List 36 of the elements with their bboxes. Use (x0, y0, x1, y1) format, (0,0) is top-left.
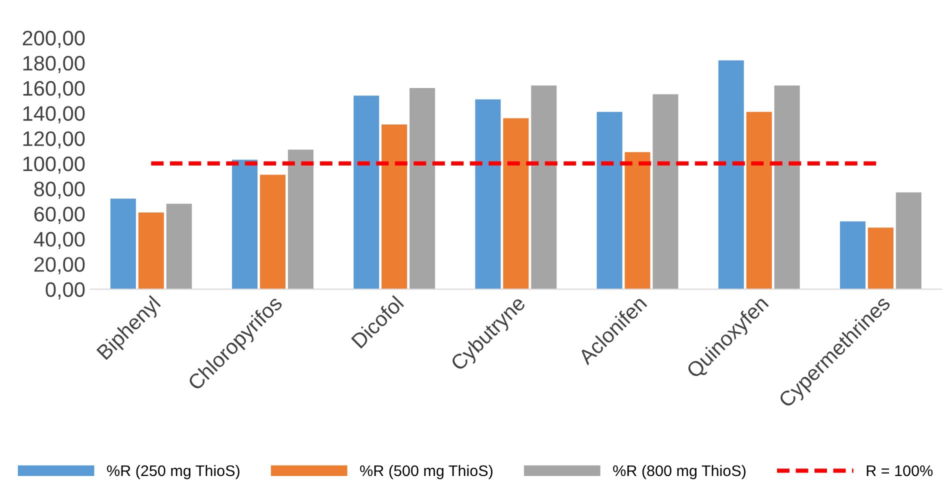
y-tick-label: 80,00 (34, 182, 85, 199)
bar (260, 174, 286, 290)
bar (232, 160, 258, 290)
bar (166, 204, 192, 290)
bar (138, 212, 164, 290)
bar (382, 124, 408, 290)
bar (718, 60, 744, 290)
bar (354, 96, 380, 290)
legend-label: %R (250 mg ThioS) (107, 464, 240, 480)
y-tick-label: 140,00 (23, 106, 85, 124)
y-tick-label: 40,00 (34, 232, 85, 250)
bar (503, 118, 529, 290)
legend-label: %R (500 mg ThioS) (360, 464, 492, 480)
y-tick-label: 120,00 (23, 131, 85, 149)
y-tick-label: 60,00 (34, 206, 85, 224)
y-tick-label: 160,00 (23, 81, 85, 98)
bar (624, 152, 650, 290)
bar (475, 99, 501, 290)
bar (868, 228, 894, 290)
bar (840, 221, 866, 290)
bar (410, 88, 436, 290)
bar (896, 192, 922, 290)
bar (288, 150, 314, 290)
bar (110, 198, 136, 290)
legend-label: %R (800 mg ThioS) (613, 464, 746, 480)
bar (596, 112, 622, 290)
legend-label: R = 100% (866, 465, 933, 476)
y-tick-label: 20,00 (34, 257, 85, 274)
bar (746, 112, 772, 290)
bar (774, 86, 800, 290)
y-tick-label: 180,00 (23, 56, 85, 74)
y-tick-label: 100,00 (23, 156, 85, 174)
y-tick-label: 200,00 (22, 30, 85, 48)
bar (652, 94, 678, 290)
y-tick-label: 0,00 (46, 282, 85, 300)
bar (531, 86, 557, 290)
